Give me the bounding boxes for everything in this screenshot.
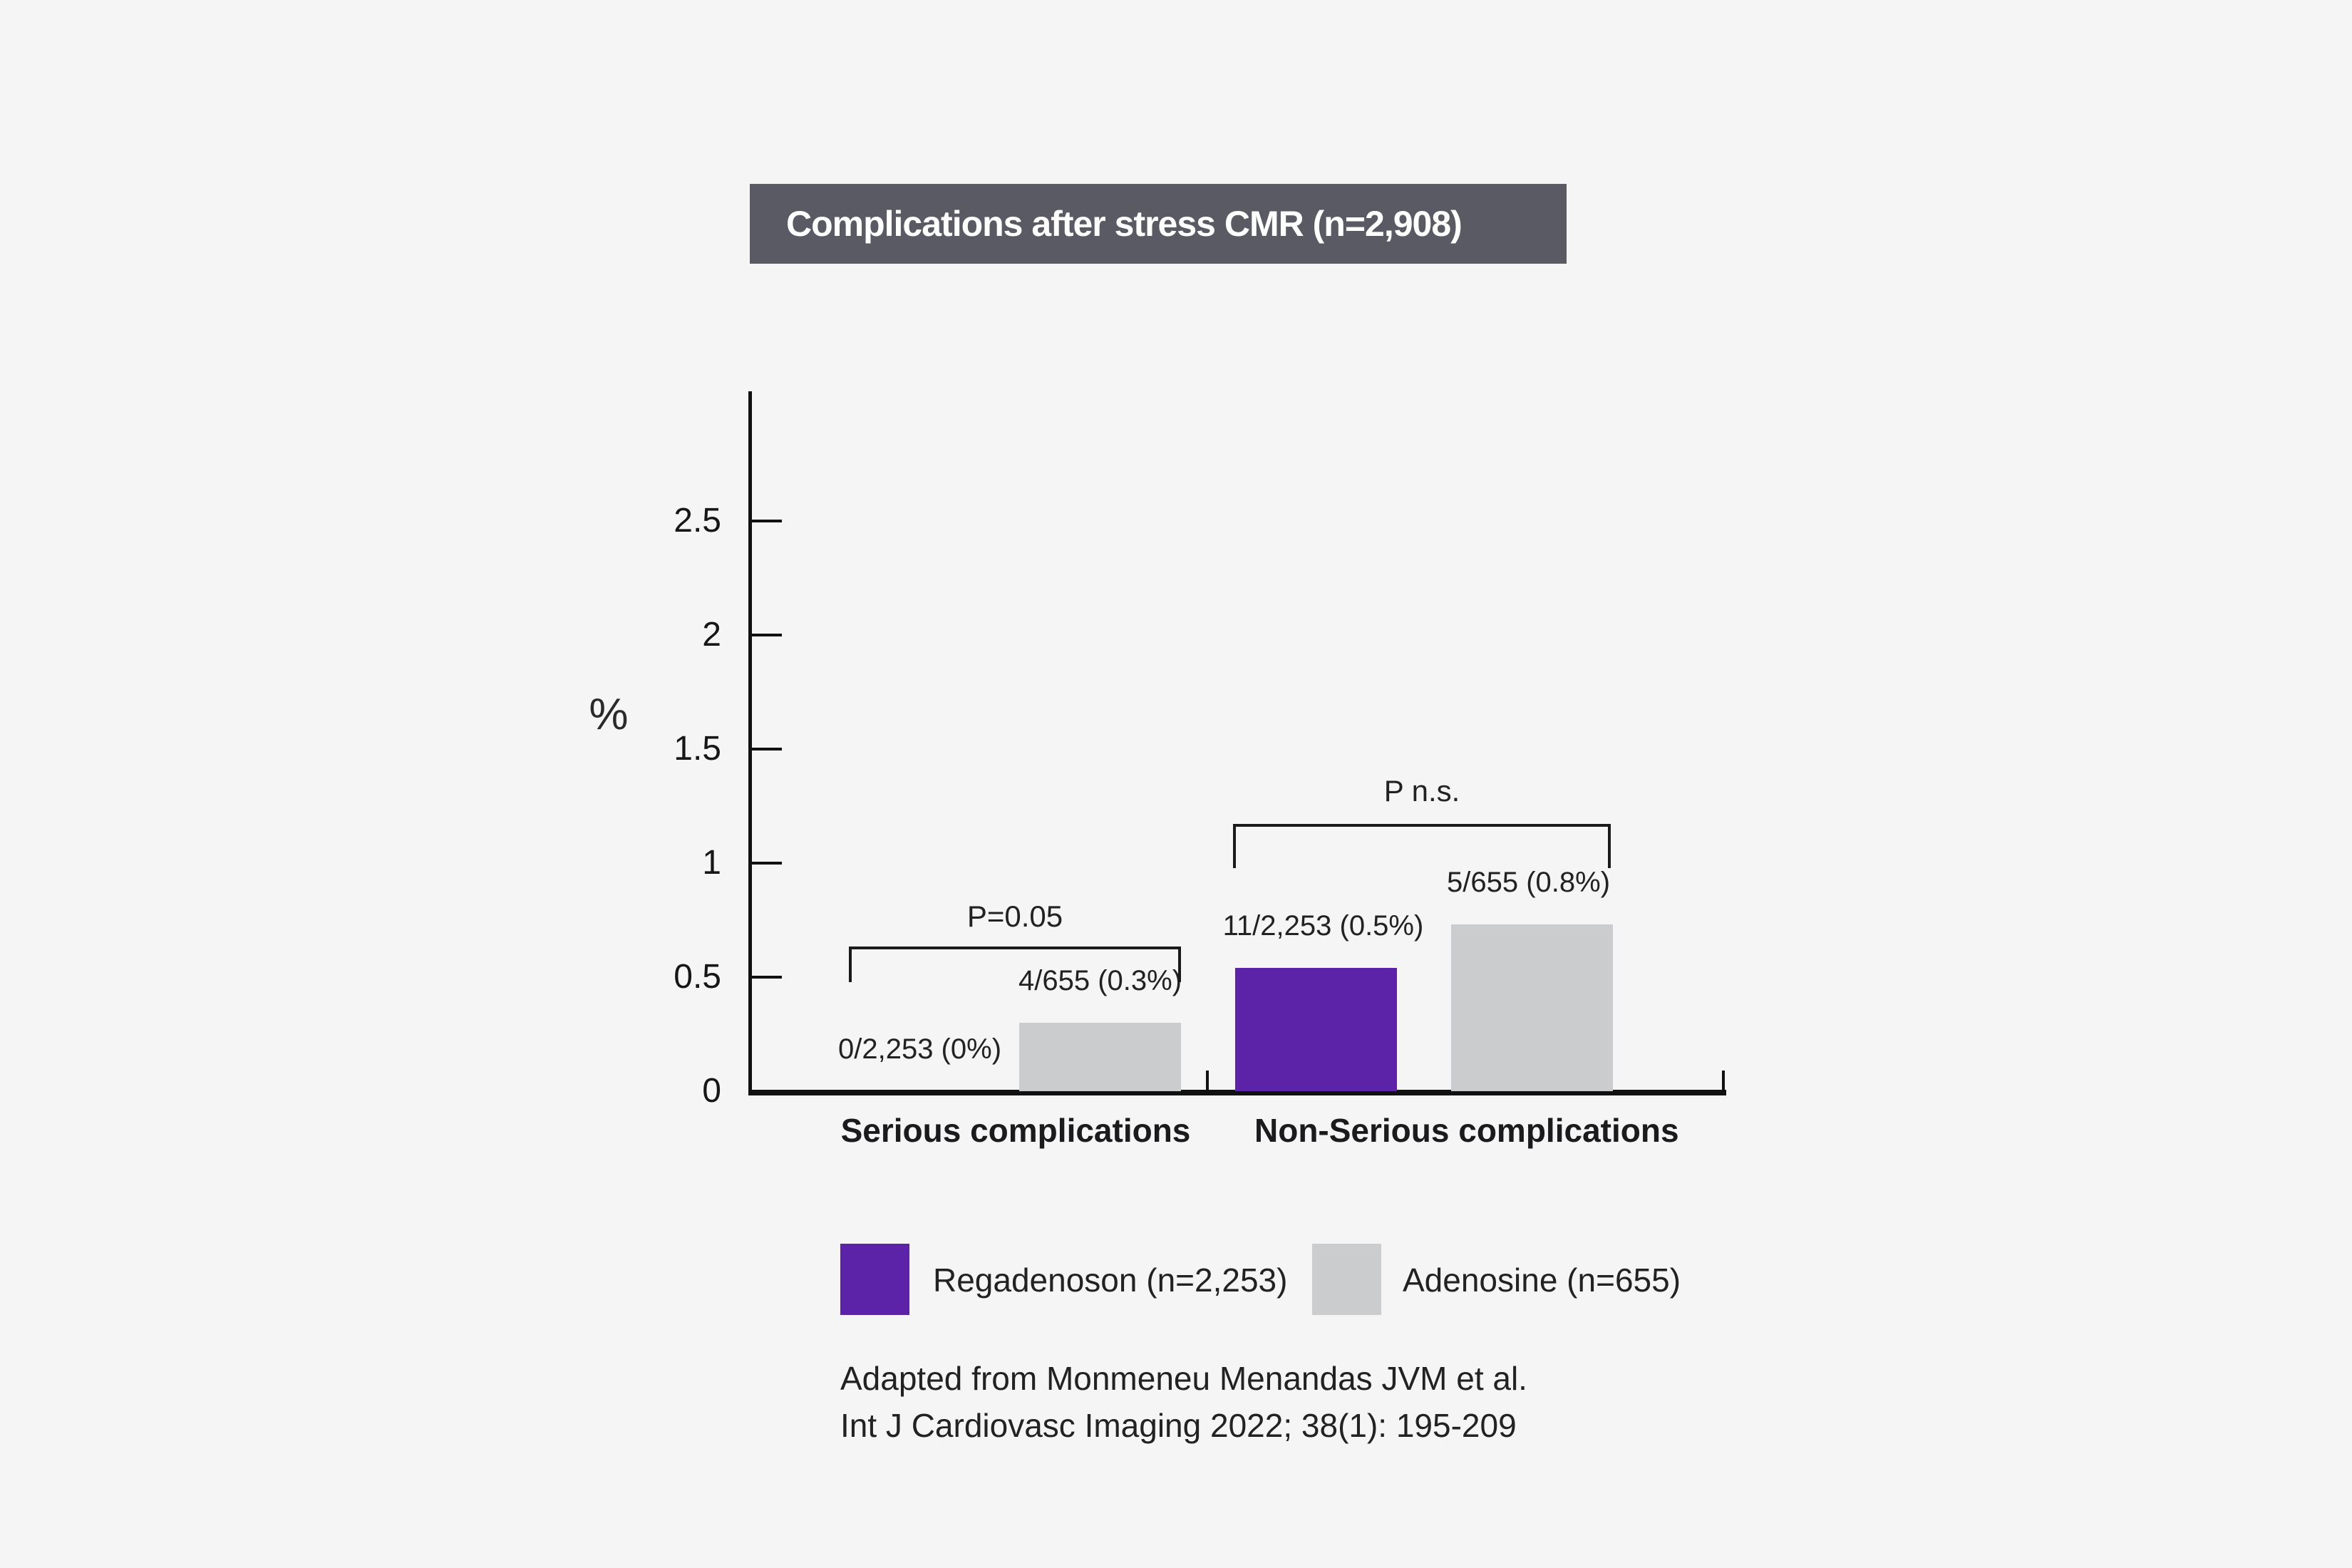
bar-regadenoson [1235, 968, 1397, 1091]
y-axis-tick [752, 520, 782, 522]
x-category-label-nonserious: Non-Serious complications [1254, 1112, 1679, 1149]
x-axis-end-tick [1722, 1071, 1725, 1092]
p-value-label-nonserious: P n.s. [1383, 774, 1460, 808]
bar-value-label: 11/2,253 (0.5%) [1222, 910, 1424, 942]
y-axis-tick-label: 1 [702, 844, 721, 882]
bar-value-label: 4/655 (0.3%) [1018, 965, 1182, 996]
y-axis-tick-label: 2 [702, 616, 721, 654]
chart-title-bar: Complications after stress CMR (n=2,908) [750, 184, 1567, 264]
x-category-label-serious: Serious complications [840, 1112, 1191, 1149]
legend-label-adenosine: Adenosine (n=655) [1403, 1262, 1681, 1299]
bracket-end-tick [849, 949, 852, 982]
y-axis-tick-label: 0 [702, 1072, 721, 1110]
significance-bracket-serious [849, 947, 1181, 982]
bracket-end-tick [1178, 949, 1181, 982]
bar-value-label: 5/655 (0.8%) [1446, 867, 1611, 898]
x-axis-line [748, 1090, 1726, 1095]
source-citation-line-1: Adapted from Monmeneu Menandas JVM et al… [840, 1360, 1527, 1397]
bracket-end-tick [1608, 827, 1611, 868]
p-value-label-serious: P=0.05 [966, 899, 1063, 933]
y-axis-tick-label: 0.5 [674, 958, 721, 996]
chart-title: Complications after stress CMR (n=2,908) [786, 204, 1463, 244]
y-axis-tick [752, 634, 782, 636]
bar-value-label: 0/2,253 (0%) [837, 1033, 1002, 1065]
y-axis-unit-label: % [589, 690, 629, 739]
y-axis-tick [752, 748, 782, 751]
bracket-end-tick [1233, 827, 1236, 868]
legend-label-regadenoson: Regadenoson (n=2,253) [933, 1262, 1288, 1299]
y-axis-tick-label: 2.5 [674, 502, 721, 540]
bar-adenosine [1019, 1023, 1181, 1091]
source-citation-line-2: Int J Cardiovasc Imaging 2022; 38(1): 19… [840, 1407, 1517, 1444]
bar-adenosine [1451, 924, 1613, 1091]
legend-swatch-regadenoson [840, 1244, 909, 1315]
y-axis-tick [752, 862, 782, 865]
y-axis-tick [752, 976, 782, 979]
y-axis-tick-label: 1.5 [674, 730, 721, 768]
y-axis-line [748, 391, 752, 1095]
x-axis-group-divider-tick [1206, 1071, 1209, 1092]
legend-swatch-adenosine [1312, 1244, 1381, 1315]
significance-bracket-nonserious [1233, 824, 1611, 868]
